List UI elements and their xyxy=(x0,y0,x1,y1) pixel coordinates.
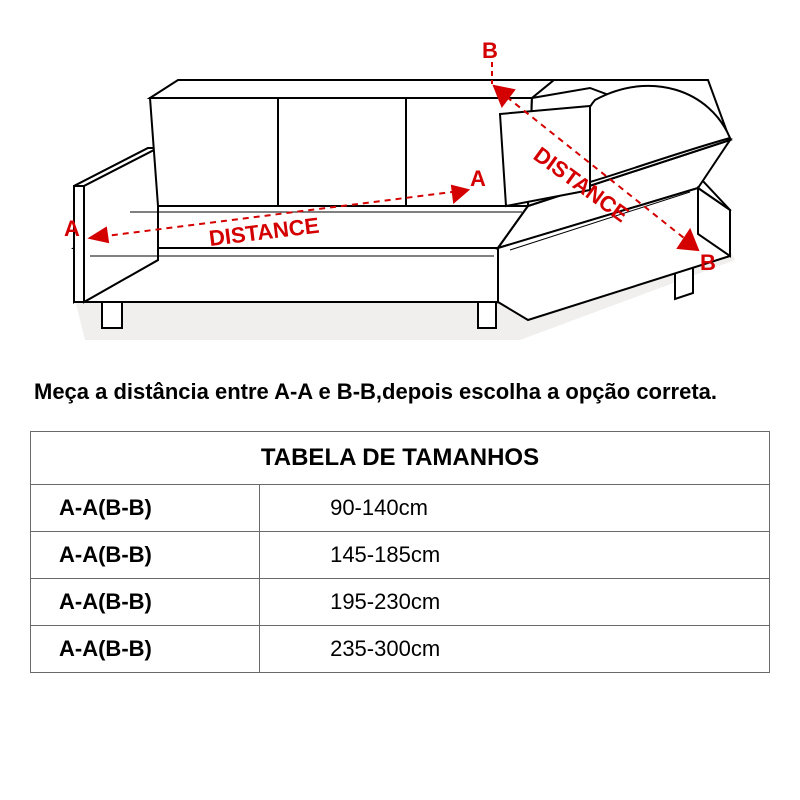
label-a-left: A xyxy=(64,216,80,241)
label-b-bottom: B xyxy=(700,250,716,275)
row-label: A-A(B-B) xyxy=(31,484,260,531)
row-label: A-A(B-B) xyxy=(31,625,260,672)
row-label: A-A(B-B) xyxy=(31,531,260,578)
table-row: A-A(B-B) 145-185cm xyxy=(31,531,770,578)
row-value: 195-230cm xyxy=(260,578,770,625)
row-value: 145-185cm xyxy=(260,531,770,578)
sofa-diagram: A A B B DISTANCE DISTANCE xyxy=(30,10,770,360)
row-value: 90-140cm xyxy=(260,484,770,531)
table-row: A-A(B-B) 90-140cm xyxy=(31,484,770,531)
table-row: A-A(B-B) 235-300cm xyxy=(31,625,770,672)
page: A A B B DISTANCE DISTANCE Meça a distânc… xyxy=(0,0,800,800)
row-label: A-A(B-B) xyxy=(31,578,260,625)
size-table: TABELA DE TAMANHOS A-A(B-B) 90-140cm A-A… xyxy=(30,431,770,673)
row-value: 235-300cm xyxy=(260,625,770,672)
instruction-text: Meça a distância entre A-A e B-B,depois … xyxy=(34,378,770,407)
label-a-mid: A xyxy=(470,166,486,191)
sofa-svg: A A B B DISTANCE DISTANCE xyxy=(30,10,770,360)
backrest-long xyxy=(150,80,554,206)
table-row: A-A(B-B) 195-230cm xyxy=(31,578,770,625)
label-b-top: B xyxy=(482,38,498,63)
table-title-row: TABELA DE TAMANHOS xyxy=(31,431,770,484)
table-title: TABELA DE TAMANHOS xyxy=(31,431,770,484)
